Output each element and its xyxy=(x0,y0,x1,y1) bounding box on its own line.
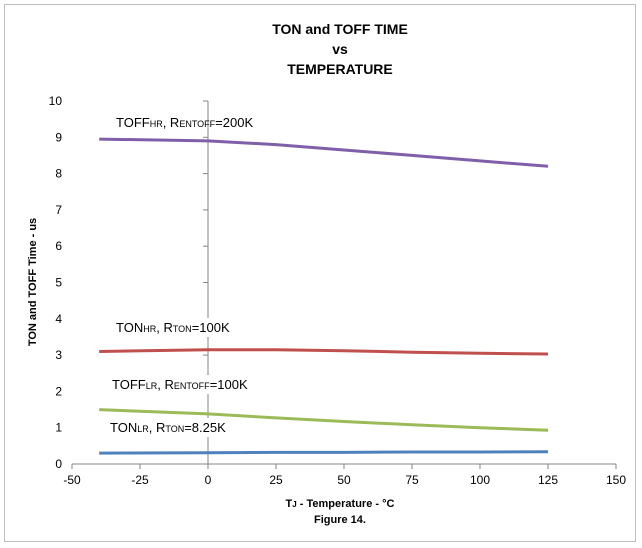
series-labels: TOFFHR, RENTOFF=200K TONHR, RTON=100K TOFF… xyxy=(106,115,253,437)
series-label-text: TONHR, RTON=100K xyxy=(116,320,230,335)
data-series xyxy=(99,137,549,455)
y-tick-label: 4 xyxy=(55,312,62,326)
series-label-1: TONHR, RTON=100K xyxy=(112,318,234,337)
series-line-2 xyxy=(99,408,549,432)
x-axis-label-sub: J xyxy=(292,500,296,509)
series-label-bg xyxy=(112,318,234,337)
series-line-0 xyxy=(99,137,549,168)
chart-title-line-3: TEMPERATURE xyxy=(287,61,393,77)
chart-title-line-1: TON and TOFF TIME xyxy=(272,21,408,37)
x-tick-label: 0 xyxy=(205,473,212,487)
series-label-2: TOFFLR, RENTOFF=100K xyxy=(108,375,252,394)
series-label-text: TOFFHR, RENTOFF=200K xyxy=(116,115,253,130)
y-tick-label: 7 xyxy=(55,203,62,217)
y-tick-label: 5 xyxy=(55,276,62,290)
x-axis-label-main: T xyxy=(286,498,293,510)
series-label-bg xyxy=(106,418,231,437)
y-tick-label: 1 xyxy=(55,421,62,435)
chart-title-line-2: vs xyxy=(332,41,348,57)
y-tick-label: 9 xyxy=(55,130,62,144)
series-line-3 xyxy=(99,450,549,455)
x-axis-label-rest: - Temperature - °C xyxy=(297,498,395,510)
x-tick-label: 25 xyxy=(269,473,283,487)
x-axis-ticks: -50 -25 0 25 50 75 100 125 150 xyxy=(63,464,626,487)
series-label-0: TOFFHR, RENTOFF=200K xyxy=(116,115,253,130)
y-tick-label: 10 xyxy=(49,94,63,108)
x-tick-label: -50 xyxy=(63,473,81,487)
series-label-text: TOFFLR, RENTOFF=100K xyxy=(112,377,248,392)
y-tick-label: 2 xyxy=(55,384,62,398)
x-tick-label: 50 xyxy=(337,473,351,487)
series-line-1 xyxy=(99,348,549,356)
y-tick-label: 0 xyxy=(55,457,62,471)
series-label-3: TONLR, RTON=8.25K xyxy=(106,418,231,437)
y-axis-label: TON and TOFF Time - us xyxy=(27,218,39,346)
x-tick-label: 150 xyxy=(606,473,626,487)
y-tick-label: 8 xyxy=(55,167,62,181)
y-tick-label: 3 xyxy=(55,348,62,362)
x-tick-label: 100 xyxy=(470,473,490,487)
x-tick-label: 75 xyxy=(405,473,419,487)
y-tick-label: 6 xyxy=(55,239,62,253)
series-label-bg xyxy=(108,375,252,394)
series-label-text: TONLR, RTON=8.25K xyxy=(110,420,226,435)
x-tick-label: -25 xyxy=(131,473,149,487)
x-axis-label: TJ - Temperature - °C xyxy=(286,498,395,510)
figure-caption: Figure 14. xyxy=(314,514,366,526)
plot-axes xyxy=(72,101,616,465)
x-tick-label: 125 xyxy=(538,473,558,487)
